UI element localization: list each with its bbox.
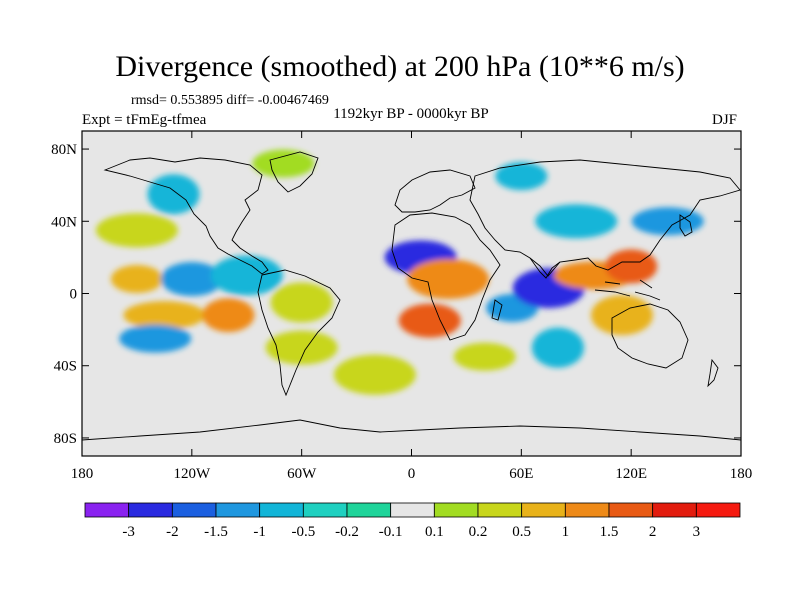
colorbar-swatch (302, 502, 348, 518)
colorbar-label: -0.1 (379, 524, 403, 540)
coastline-indonesia (594, 279, 661, 301)
colorbar-swatch (128, 502, 173, 518)
y-tick-label: 0 (70, 287, 78, 303)
x-tick-label: 60E (509, 466, 533, 482)
colorbar-swatch (259, 502, 304, 518)
x-tick-label: 120W (173, 466, 211, 482)
field-patch (265, 330, 338, 365)
experiment-label: Expt = tFmEg-tfmea (82, 112, 207, 128)
colorbar-label: -0.5 (291, 524, 315, 540)
coastline-japan (679, 214, 693, 237)
field-patch (605, 249, 658, 284)
coastline-australia (611, 303, 689, 369)
colorbar-label: -1 (253, 524, 266, 540)
colorbar-label: -0.2 (335, 524, 359, 540)
field-patch (333, 354, 416, 395)
field-patch (398, 303, 461, 338)
colorbar (84, 502, 741, 518)
field-patch (270, 282, 333, 323)
colorbar-swatch (84, 502, 130, 518)
coastline-south-america (257, 269, 341, 397)
coastline-africa (391, 212, 501, 341)
field-patch (110, 265, 163, 294)
coastline-new-zealand (707, 358, 719, 388)
colorbar-swatch (390, 502, 435, 518)
axis-tick-labels: 180 120W 60W 0 60E 120E 180 80N 40N 0 40S 80S (51, 142, 752, 482)
colorbar-label: 3 (693, 524, 701, 540)
x-tick-label: 60W (287, 466, 317, 482)
colorbar-swatch (215, 502, 261, 518)
coastline-madagascar (491, 299, 503, 321)
field-patch (119, 324, 192, 353)
colorbar-swatch (652, 502, 697, 518)
coastline-india (529, 257, 561, 279)
colorbar-swatch (564, 502, 610, 518)
coastlines (82, 151, 741, 441)
field-patch (631, 207, 704, 236)
field-patch (95, 213, 178, 248)
coastline-asia (469, 159, 741, 277)
y-tick-label: 40S (54, 359, 77, 375)
colorbar-swatch (171, 502, 217, 518)
colorbar-swatch (477, 502, 523, 518)
season-label: DJF (712, 112, 738, 128)
field-patch (147, 174, 200, 215)
colorbar-label: -3 (122, 524, 135, 540)
rmsd-diff-stats: rmsd= 0.553895 diff= -0.00467469 (131, 93, 329, 108)
colorbar-label: 0.5 (512, 524, 531, 540)
colorbar-label: -2 (166, 524, 179, 540)
field-patch (453, 342, 516, 371)
colorbar-label: 0.1 (425, 524, 444, 540)
period-label: 1192kyr BP - 0000kyr BP (333, 106, 489, 122)
y-tick-label: 80N (51, 142, 77, 158)
colorbar-swatch (346, 502, 392, 518)
coastline-north-america (103, 157, 269, 275)
y-tick-label: 80S (54, 431, 77, 447)
x-tick-label: 0 (408, 466, 416, 482)
coastline-antarctica (82, 419, 741, 441)
field-patch (495, 162, 548, 191)
field-patch (202, 298, 255, 333)
colorbar-swatch (608, 502, 654, 518)
colorbar-swatch (433, 502, 479, 518)
field-patch (210, 255, 283, 296)
field-patch (591, 295, 654, 336)
axis-ticks (81, 131, 742, 456)
colorbar-swatch (695, 502, 741, 518)
plot-title: Divergence (smoothed) at 200 hPa (10**6 … (115, 50, 685, 83)
field-patch (123, 301, 206, 330)
field-patch (531, 327, 584, 368)
y-tick-label: 40N (51, 214, 77, 230)
colorbar-label: 2 (649, 524, 657, 540)
x-tick-label: 180 (71, 466, 94, 482)
colorbar-label: 1.5 (600, 524, 619, 540)
field-patch (535, 204, 618, 239)
field-patch (160, 262, 223, 297)
colorbar-label: 0.2 (469, 524, 488, 540)
coastline-europe (394, 169, 476, 213)
colorbar-swatch (521, 502, 566, 518)
colorbar-label: 1 (562, 524, 570, 540)
field-patch (252, 149, 315, 178)
field-patch (407, 259, 490, 300)
colorbar-label: -1.5 (204, 524, 228, 540)
divergence-field (95, 149, 704, 395)
x-tick-label: 120E (615, 466, 647, 482)
colorbar-labels: -3 -2 -1.5 -1 -0.5 -0.2 -0.1 0.1 0.2 0.5 1 1.5 2 3 (122, 524, 700, 540)
x-tick-label: 180 (730, 466, 753, 482)
coastline-greenland (269, 151, 319, 193)
